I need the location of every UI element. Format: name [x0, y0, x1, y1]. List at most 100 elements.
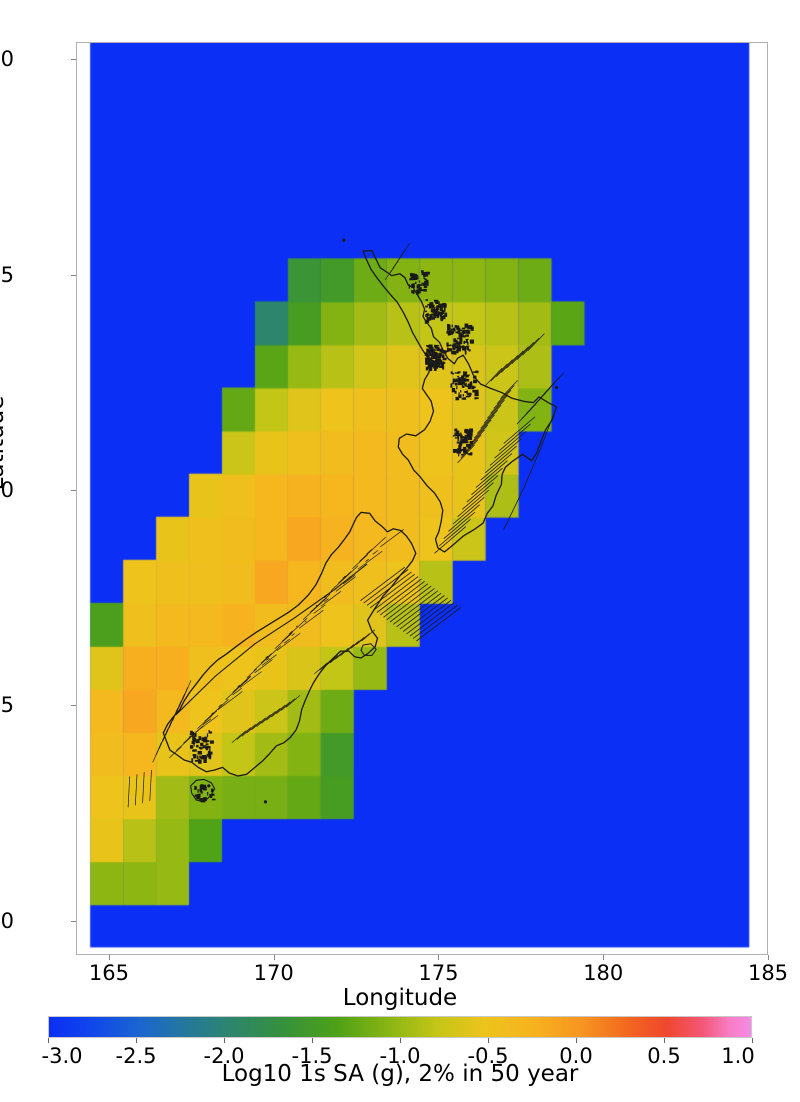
urban-speckle — [439, 314, 443, 317]
urban-speckle — [465, 382, 467, 387]
urban-speckle — [446, 347, 449, 352]
urban-speckle — [203, 788, 207, 791]
fault-trace — [548, 372, 565, 389]
urban-speckle — [467, 453, 472, 455]
urban-speckle — [429, 313, 433, 318]
fault-trace — [470, 424, 489, 444]
urban-speckle — [456, 328, 461, 331]
urban-speckle — [413, 290, 415, 295]
urban-speckle — [425, 314, 428, 317]
colorbar-tick-mark — [312, 1038, 313, 1043]
urban-speckle — [434, 352, 438, 356]
fault-trace — [324, 655, 339, 667]
urban-speckle — [189, 733, 194, 736]
urban-speckle — [209, 794, 213, 797]
x-axis-label: Longitude — [342, 985, 458, 1011]
colorbar-tick-label: 0.0 — [559, 1044, 593, 1068]
colorbar-tick-mark — [400, 1038, 401, 1043]
urban-speckle — [459, 332, 463, 335]
fault-trace — [127, 776, 131, 808]
urban-speckle — [462, 372, 466, 377]
urban-speckle — [462, 394, 465, 397]
urban-speckle — [460, 453, 464, 456]
urban-speckle — [461, 384, 464, 388]
urban-speckle — [440, 360, 443, 363]
urban-speckle — [191, 741, 196, 745]
fault-trace — [276, 632, 301, 651]
urban-speckle — [429, 346, 434, 351]
fault-trace — [506, 350, 524, 369]
fault-trace — [320, 591, 342, 607]
map-plot-area — [77, 43, 767, 954]
urban-speckle — [428, 344, 433, 348]
fault-trace — [254, 659, 273, 674]
urban-speckle — [437, 348, 442, 352]
fault-trace — [335, 647, 349, 660]
fault-trace — [457, 489, 490, 518]
fault-trace — [274, 632, 293, 649]
fault-trace — [335, 576, 356, 592]
fault-trace — [343, 574, 356, 585]
urban-speckle — [425, 359, 429, 362]
urban-speckle — [461, 347, 467, 351]
urban-speckle — [452, 345, 454, 349]
urban-speckle — [467, 392, 472, 396]
urban-speckle — [439, 359, 442, 362]
urban-speckle — [459, 329, 463, 331]
fault-trace — [396, 248, 407, 262]
urban-speckle — [456, 386, 458, 390]
urban-speckle — [468, 454, 471, 456]
fault-trace — [313, 604, 326, 614]
urban-speckle — [435, 361, 440, 364]
fault-trace — [350, 636, 365, 649]
islet-marker — [207, 784, 211, 788]
colorbar-tick-label: 1.0 — [721, 1044, 755, 1068]
urban-speckle — [464, 323, 469, 328]
urban-speckle — [200, 742, 204, 747]
urban-speckle — [451, 350, 455, 355]
colorbar-tick-label: 0.5 — [647, 1044, 681, 1068]
urban-speckle — [193, 754, 197, 759]
urban-speckle — [460, 381, 466, 385]
urban-speckle — [429, 366, 433, 372]
urban-speckle — [474, 392, 479, 397]
urban-speckle — [454, 372, 457, 374]
fault-trace — [383, 583, 429, 618]
urban-speckle — [474, 389, 479, 393]
fault-trace — [309, 593, 331, 613]
urban-speckle — [444, 312, 448, 317]
y-tick-label: -50 — [0, 908, 14, 933]
fault-trace — [149, 769, 152, 802]
urban-speckle — [425, 366, 429, 371]
urban-speckle — [454, 382, 458, 386]
urban-speckle — [446, 350, 449, 353]
urban-speckle — [198, 751, 201, 755]
urban-speckle — [440, 304, 445, 307]
urban-speckle — [455, 378, 458, 382]
urban-speckle — [464, 434, 469, 437]
fault-trace — [183, 735, 192, 744]
urban-speckle — [211, 798, 216, 801]
fault-trace — [360, 566, 406, 602]
urban-speckle — [196, 755, 199, 760]
fault-trace — [319, 658, 333, 671]
urban-speckle — [447, 331, 451, 336]
fault-trace — [473, 419, 492, 439]
fault-trace — [246, 720, 261, 734]
fault-trace — [480, 453, 513, 481]
fault-trace — [356, 633, 370, 645]
fault-trace — [232, 687, 242, 696]
urban-speckle — [467, 330, 471, 334]
urban-speckle — [430, 362, 434, 366]
fault-trace — [494, 431, 527, 459]
urban-speckle — [199, 784, 203, 789]
urban-speckle — [449, 329, 452, 335]
urban-speckle — [425, 281, 429, 286]
urban-speckle — [461, 327, 466, 330]
fault-trace — [490, 395, 508, 414]
urban-speckle — [420, 270, 424, 273]
urban-speckle — [202, 788, 205, 791]
fault-trace — [288, 630, 293, 635]
colorbar-tick-label: -2.0 — [203, 1044, 245, 1068]
urban-speckle — [198, 758, 201, 761]
